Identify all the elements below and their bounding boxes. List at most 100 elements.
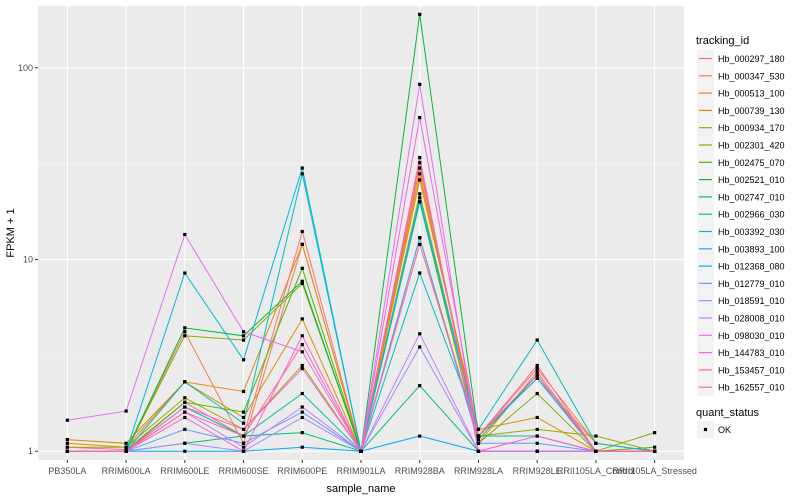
- data-point: [241, 338, 246, 342]
- y-tick-label: 100: [18, 63, 33, 73]
- data-point: [300, 242, 304, 246]
- data-point: [476, 427, 481, 431]
- x-tick-label: RRIM600SE: [219, 466, 269, 476]
- legend-label: Hb_002966_030: [718, 210, 785, 220]
- legend-label: Hb_012368_080: [718, 262, 785, 272]
- data-point: [300, 229, 304, 234]
- data-point: [535, 449, 539, 453]
- data-point: [418, 271, 422, 275]
- data-point: [535, 441, 539, 445]
- data-point: [241, 445, 246, 449]
- x-tick-label: RRIM600PE: [277, 466, 327, 476]
- legend-title: tracking_id: [696, 35, 749, 47]
- data-point: [476, 441, 481, 445]
- data-point: [418, 82, 422, 86]
- data-point: [300, 415, 304, 420]
- data-point: [535, 415, 539, 420]
- data-point: [535, 373, 539, 377]
- legend-label: Hb_000347_530: [718, 71, 785, 81]
- data-point: [241, 410, 246, 414]
- data-point: [241, 427, 246, 431]
- data-point: [653, 449, 657, 453]
- data-point: [300, 166, 304, 170]
- data-point: [183, 415, 187, 420]
- data-point: [183, 400, 187, 404]
- data-point: [300, 334, 304, 338]
- data-point: [183, 441, 187, 445]
- data-point: [418, 172, 422, 176]
- data-point: [241, 415, 246, 420]
- data-point: [418, 196, 422, 200]
- shape-legend-marker: [703, 427, 708, 432]
- data-point: [535, 363, 539, 368]
- data-point: [535, 427, 539, 431]
- x-tick-label: RRIM928BA: [395, 466, 445, 476]
- y-tick-label: 10: [23, 255, 33, 265]
- data-point: [535, 366, 539, 371]
- data-point: [418, 12, 422, 16]
- data-point: [183, 330, 187, 334]
- data-point: [183, 232, 187, 237]
- data-point: [241, 358, 246, 362]
- data-point: [418, 115, 422, 120]
- data-point: [418, 156, 422, 160]
- data-point: [241, 434, 246, 438]
- x-tick-label: RRII105LA_Stressed: [612, 466, 697, 476]
- data-point: [300, 266, 304, 270]
- data-point: [653, 431, 657, 435]
- data-point: [183, 271, 187, 275]
- data-point: [418, 200, 422, 204]
- data-point: [300, 281, 304, 286]
- x-axis-title: sample_name: [326, 483, 395, 495]
- shape-legend-label: OK: [718, 425, 731, 435]
- data-point: [594, 449, 598, 453]
- legend-label: Hb_028008_010: [718, 314, 785, 324]
- data-point: [300, 445, 304, 449]
- data-point: [418, 345, 422, 349]
- data-point: [241, 334, 246, 338]
- data-point: [535, 376, 539, 380]
- data-point: [418, 434, 422, 438]
- data-points: [65, 12, 657, 453]
- data-point: [535, 391, 539, 396]
- data-point: [241, 449, 246, 453]
- legend-label: Hb_003392_030: [718, 227, 785, 237]
- data-point: [300, 431, 304, 435]
- y-axis: 1 10 100: [18, 63, 38, 456]
- legend-label: Hb_012779_010: [718, 279, 785, 289]
- data-point: [183, 449, 187, 453]
- data-point: [65, 441, 69, 445]
- data-point: [300, 279, 304, 283]
- data-point: [241, 389, 246, 394]
- x-tick-label: RRIM928LE: [513, 466, 562, 476]
- data-point: [535, 338, 539, 342]
- data-point: [65, 445, 69, 449]
- data-point: [183, 427, 187, 431]
- data-point: [183, 405, 187, 409]
- shape-legend-title: quant_status: [696, 407, 759, 419]
- data-point: [418, 236, 422, 240]
- legend-label: Hb_003893_100: [718, 244, 785, 254]
- x-tick-label: RRIM600LA: [102, 466, 151, 476]
- x-tick-label: RRII105LA_Control: [557, 466, 635, 476]
- data-point: [183, 326, 187, 330]
- data-point: [300, 366, 304, 371]
- data-point: [300, 350, 304, 354]
- data-point: [418, 332, 422, 336]
- data-point: [476, 437, 481, 442]
- data-point: [241, 421, 246, 425]
- data-point: [183, 334, 187, 338]
- data-point: [124, 441, 128, 445]
- x-tick-label: RRIM901LA: [336, 466, 385, 476]
- legend-label: Hb_000513_100: [718, 89, 785, 99]
- data-point: [300, 342, 304, 347]
- data-point: [65, 449, 69, 453]
- data-point: [300, 391, 304, 396]
- legend-label: Hb_153457_010: [718, 365, 785, 375]
- data-point: [124, 449, 128, 453]
- data-point: [594, 434, 598, 438]
- legend-label: Hb_000739_130: [718, 106, 785, 116]
- data-point: [359, 449, 363, 453]
- data-point: [476, 434, 481, 438]
